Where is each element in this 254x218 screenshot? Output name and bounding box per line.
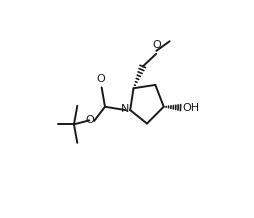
Text: N: N: [121, 104, 130, 114]
Text: O: O: [85, 115, 94, 125]
Text: O: O: [97, 74, 105, 84]
Text: O: O: [153, 40, 161, 50]
Text: OH: OH: [183, 103, 200, 113]
